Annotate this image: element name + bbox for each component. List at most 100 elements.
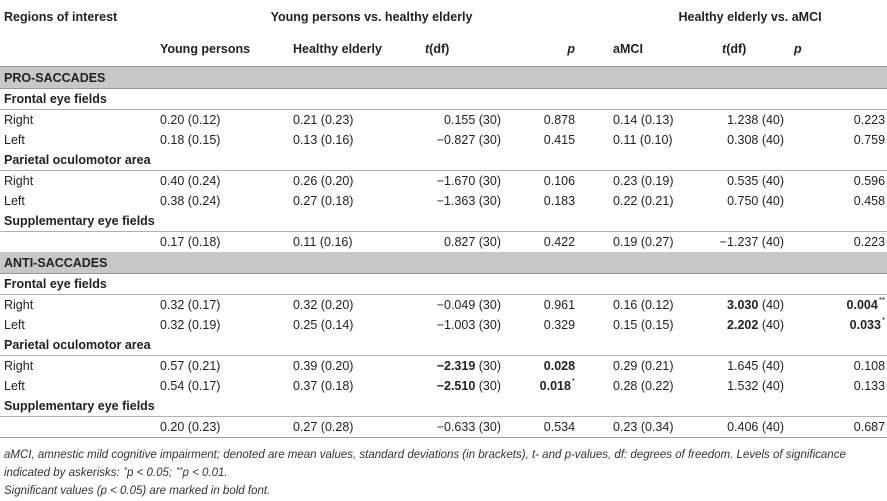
cell-elderly: 0.26 (0.20) [293, 174, 354, 188]
spacer [583, 191, 613, 211]
cell-elderly: 0.13 (0.16) [293, 133, 354, 147]
cell-p1: 0.028 [543, 359, 576, 373]
cell-young: 0.17 (0.18) [160, 235, 221, 249]
row-label: Left [4, 318, 25, 332]
table-row: Left 0.38 (0.24) 0.27 (0.18) −1.363 (30) 0.1… [0, 191, 887, 211]
region-title: Supplementary eye fields [0, 211, 887, 232]
section-row: ANTI-SACCADES [0, 252, 887, 274]
cell-t1: −2.510 (30) [436, 379, 501, 393]
cell-young: 0.32 (0.19) [160, 318, 221, 332]
cell-young: 0.32 (0.17) [160, 298, 221, 312]
cell-young: 0.18 (0.15) [160, 133, 221, 147]
cell-elderly: 0.37 (0.18) [293, 379, 354, 393]
cell-p2: 0.458 [853, 194, 886, 208]
table-row: 0.17 (0.18) 0.11 (0.16) 0.827 (30) 0.422 0.1… [0, 232, 887, 253]
region-row: Supplementary eye fields [0, 211, 887, 232]
cell-p1: 0.422 [543, 235, 576, 249]
cell-amci: 0.29 (0.21) [613, 359, 674, 373]
cell-p2: 0.033* [849, 316, 886, 332]
col-p2: p [790, 32, 887, 67]
cell-amci: 0.28 (0.22) [613, 379, 674, 393]
region-title: Parietal oculomotor area [0, 335, 887, 356]
cell-p2: 0.223 [853, 113, 886, 127]
cell-t2: 1.645 (40) [727, 359, 785, 373]
cell-young: 0.40 (0.24) [160, 174, 221, 188]
region-title: Parietal oculomotor area [0, 150, 887, 171]
col-t1: t(df) [397, 32, 507, 67]
cell-p1: 0.183 [543, 194, 576, 208]
spacer [583, 130, 613, 150]
cell-t2: −1.237 (40) [719, 235, 785, 249]
header-row-groups: Regions of interest Young persons vs. he… [0, 2, 887, 32]
cell-p2: 0.133 [853, 379, 886, 393]
cell-amci: 0.23 (0.19) [613, 174, 674, 188]
col-elderly: Healthy elderly [293, 32, 397, 67]
cell-p1: 0.534 [507, 416, 584, 438]
cell-amci: 0.15 (0.15) [613, 318, 674, 332]
note-line-1: aMCI, amnestic mild cognitive impairment… [4, 449, 846, 461]
header-row-columns: Young persons Healthy elderly t(df) p aM… [0, 32, 887, 67]
cell-elderly: 0.21 (0.23) [293, 113, 354, 127]
cell-amci: 0.14 (0.13) [613, 113, 674, 127]
cell-t2: 0.308 (40) [727, 133, 785, 147]
cell-elderly: 0.27 (0.28) [293, 416, 397, 438]
cell-young: 0.20 (0.12) [160, 113, 221, 127]
cell-young: 0.20 (0.23) [160, 416, 293, 438]
cell-p2: 0.759 [853, 133, 886, 147]
region-row: Frontal eye fields [0, 273, 887, 295]
row-label: Right [4, 174, 34, 188]
table-row: Right 0.57 (0.21) 0.39 (0.20) −2.319 (30) 0.… [0, 356, 887, 377]
cell-t1: −1.670 (30) [436, 174, 501, 188]
region-row: Frontal eye fields [0, 88, 887, 110]
col-t2: t(df) [700, 32, 791, 67]
region-row: Supplementary eye fields [0, 396, 887, 417]
cell-p1: 0.415 [543, 133, 576, 147]
spacer [583, 232, 613, 253]
cell-t1: −0.633 (30) [397, 416, 507, 438]
cell-t2: 1.238 (40) [727, 113, 785, 127]
col-p1: p [507, 32, 584, 67]
cell-p2: 0.596 [853, 174, 886, 188]
cell-p1: 0.961 [543, 298, 576, 312]
cell-t1: −0.827 (30) [436, 133, 501, 147]
row-label: Left [4, 133, 25, 147]
cell-amci: 0.19 (0.27) [613, 235, 674, 249]
note-line-3: Significant values (p < 0.05) are marked… [4, 485, 271, 497]
spacer [583, 110, 613, 131]
cell-amci: 0.11 (0.10) [613, 133, 673, 147]
spacer [583, 356, 613, 377]
cell-p2: 0.687 [790, 416, 887, 438]
cell-t1: 0.155 (30) [444, 113, 501, 127]
spacer [583, 295, 613, 316]
region-title: Frontal eye fields [0, 273, 887, 295]
col-amci: aMCI [613, 32, 701, 67]
cell-t2: 0.406 (40) [700, 416, 791, 438]
cell-young: 0.57 (0.21) [160, 359, 221, 373]
cell-young: 0.38 (0.24) [160, 194, 221, 208]
cell-elderly: 0.25 (0.14) [293, 318, 354, 332]
col-young: Young persons [160, 32, 293, 67]
cell-young: 0.54 (0.17) [160, 379, 221, 393]
cell-elderly: 0.27 (0.18) [293, 194, 354, 208]
row-label: Left [4, 194, 25, 208]
table-row: Left 0.54 (0.17) 0.37 (0.18) −2.510 (30) 0.0… [0, 376, 887, 396]
group2-header: Healthy elderly vs. aMCI [678, 10, 822, 24]
cell-t2: 2.202 (40) [727, 318, 785, 332]
note-line-2: indicated by askerisks: *p < 0.05; **p <… [4, 466, 228, 479]
cell-t2: 1.532 (40) [727, 379, 785, 393]
section-title: PRO-SACCADES [0, 66, 887, 89]
cell-t2: 0.750 (40) [727, 194, 785, 208]
table-notes: aMCI, amnestic mild cognitive impairment… [4, 446, 884, 500]
table-row: Left 0.18 (0.15) 0.13 (0.16) −0.827 (30) 0.4… [0, 130, 887, 150]
table-row: Right 0.40 (0.24) 0.26 (0.20) −1.670 (30) 0.… [0, 171, 887, 192]
region-title: Supplementary eye fields [0, 396, 887, 417]
results-table: Regions of interest Young persons vs. he… [0, 2, 887, 438]
row-label: Right [4, 298, 34, 312]
cell-t2: 3.030 (40) [727, 298, 785, 312]
regions-header: Regions of interest [4, 10, 118, 24]
cell-amci: 0.16 (0.12) [613, 298, 674, 312]
section-row: PRO-SACCADES [0, 66, 887, 89]
cell-p2: 0.223 [853, 235, 886, 249]
cell-p1: 0.106 [543, 174, 576, 188]
